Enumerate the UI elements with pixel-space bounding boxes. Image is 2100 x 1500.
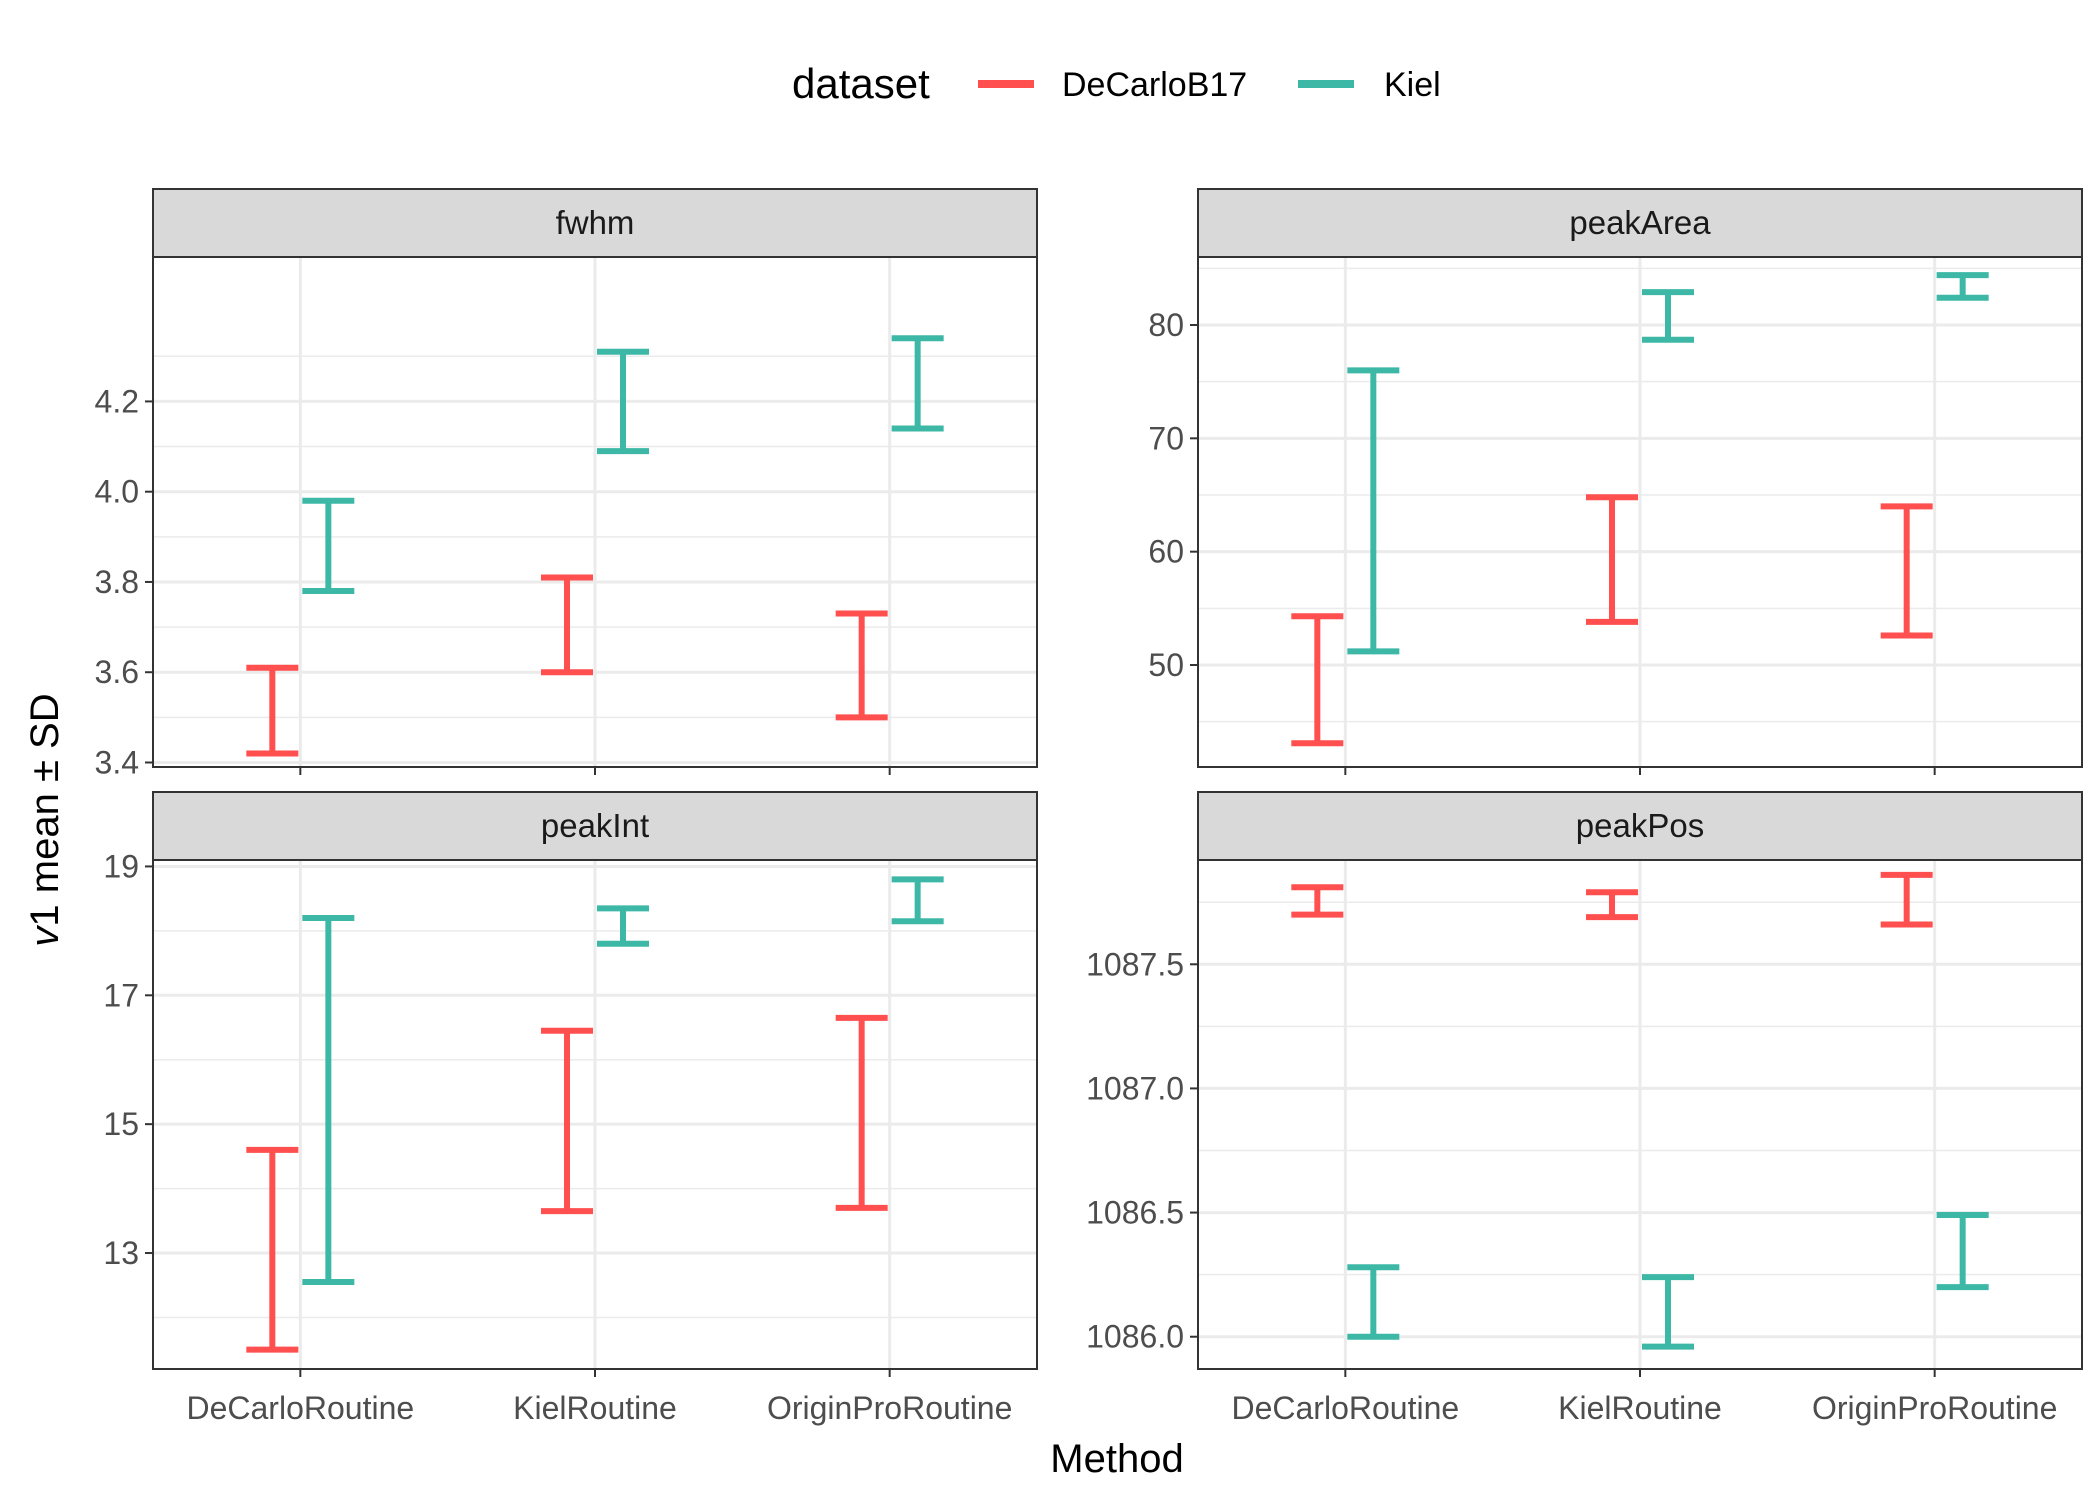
y-tick-label: 17	[103, 977, 139, 1013]
errorbar-kiel-decarloroutine	[1347, 367, 1400, 655]
y-axis-title: v1 mean ± SD	[23, 693, 67, 946]
y-tick-label: 13	[103, 1235, 139, 1271]
y-tick-label: 1087.5	[1086, 946, 1184, 982]
x-tick-label: KielRoutine	[1558, 1390, 1722, 1426]
facet-strip-label: peakInt	[541, 807, 649, 844]
y-tick-label: 50	[1148, 647, 1184, 683]
facet-strip	[152, 791, 1038, 861]
legend-label-kiel: Kiel	[1384, 66, 1441, 104]
y-tick-label: 1086.0	[1086, 1319, 1184, 1355]
facet-panels: fwhm 3.4 3.6 3.8 4.0 4.2 peakArea 50 60 70 80 peakI…	[95, 188, 2083, 1426]
legend-title: dataset	[792, 60, 930, 107]
x-tick-label: KielRoutine	[513, 1390, 677, 1426]
panel-peakArea: peakArea 50 60 70 80	[1148, 188, 2083, 775]
x-tick-label: OriginProRoutine	[1812, 1390, 2057, 1426]
errorbar-decarlob17-originproroutine	[1880, 871, 1933, 928]
x-tick-label: DeCarloRoutine	[1231, 1390, 1459, 1426]
panel-peakPos: peakPos 1086.0 1086.5 1087.0 1087.5 DeCarloRo…	[1086, 791, 2083, 1426]
facet-strip-label: fwhm	[556, 204, 635, 241]
y-tick-label: 3.4	[95, 744, 139, 780]
errorbar-decarlob17-kielroutine	[541, 574, 593, 676]
errorbar-kiel-originproroutine	[1936, 1212, 1989, 1291]
facet-strip	[1197, 188, 2083, 258]
y-tick-label: 3.8	[95, 564, 139, 600]
y-tick-label: 80	[1148, 307, 1184, 343]
errorbar-decarlob17-originproroutine	[835, 1014, 888, 1211]
errorbar-kiel-kielroutine	[1642, 289, 1694, 343]
x-axis-title: Method	[1050, 1437, 1183, 1481]
y-tick-label: 1087.0	[1086, 1070, 1184, 1106]
errorbar-decarlob17-kielroutine	[541, 1027, 593, 1215]
facet-strip	[152, 188, 1038, 258]
panel-peakInt: peakInt 13 15 17 19 DeCarloRoutine KielRoutine…	[103, 791, 1038, 1426]
errorbar-kiel-kielroutine	[597, 905, 649, 947]
errorbar-decarlob17-originproroutine	[835, 610, 888, 721]
errorbar-kiel-originproroutine	[1936, 272, 1989, 301]
facet-strip-label: peakPos	[1576, 807, 1704, 844]
y-tick-label: 15	[103, 1106, 139, 1142]
errorbar-kiel-decarloroutine	[302, 497, 355, 594]
legend-label-decarlob17: DeCarloB17	[1062, 66, 1247, 104]
y-tick-label: 4.2	[95, 383, 139, 419]
errorbar-kiel-originproroutine	[891, 876, 944, 925]
x-tick-label: DeCarloRoutine	[186, 1390, 414, 1426]
y-tick-label: 4.0	[95, 474, 139, 510]
x-tick-label: OriginProRoutine	[767, 1390, 1012, 1426]
errorbar-decarlob17-kielroutine	[1586, 494, 1638, 625]
y-tick-label: 1086.5	[1086, 1195, 1184, 1231]
facet-strip-label: peakArea	[1569, 204, 1711, 241]
errorbar-decarlob17-originproroutine	[1880, 503, 1933, 639]
errorbar-decarlob17-decarloroutine	[1291, 613, 1344, 747]
panel-fwhm: fwhm 3.4 3.6 3.8 4.0 4.2	[95, 188, 1038, 780]
errorbar-kiel-originproroutine	[891, 335, 944, 432]
errorbar-decarlob17-decarloroutine	[1291, 884, 1344, 918]
y-axis-title-symbol: v	[23, 925, 67, 947]
errorbar-decarlob17-decarloroutine	[246, 1146, 299, 1353]
y-tick-label: 60	[1148, 534, 1184, 570]
errorbar-decarlob17-kielroutine	[1586, 889, 1638, 921]
facet-strip	[1197, 791, 2083, 861]
errorbar-kiel-kielroutine	[1642, 1274, 1694, 1350]
y-tick-label: 19	[103, 848, 139, 884]
y-axis-title-text: 1 mean ± SD	[23, 693, 67, 926]
y-tick-label: 3.6	[95, 654, 139, 690]
errorbar-decarlob17-decarloroutine	[246, 664, 299, 757]
y-tick-label: 70	[1148, 420, 1184, 456]
errorbar-kiel-decarloroutine	[1347, 1264, 1400, 1340]
legend: dataset DeCarloB17 Kiel	[792, 60, 1441, 107]
errorbar-kiel-kielroutine	[597, 348, 649, 455]
errorbar-kiel-decarloroutine	[302, 914, 355, 1286]
